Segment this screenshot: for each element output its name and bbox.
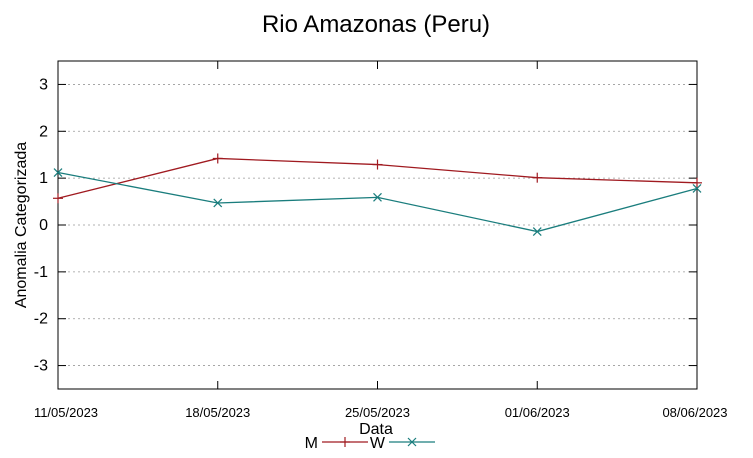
- legend-marker-m: [340, 437, 350, 447]
- series-m-point: [692, 177, 702, 188]
- chart-title: Rio Amazonas (Peru): [262, 11, 490, 38]
- legend-label-m: M: [305, 435, 318, 452]
- x-axis-label: Data: [359, 421, 393, 438]
- x-tick-label: 01/06/2023: [505, 405, 570, 420]
- legend-label-w: W: [370, 435, 386, 452]
- series-group: [53, 153, 702, 236]
- x-tick-label: 18/05/2023: [185, 405, 250, 420]
- y-tick-label: 3: [39, 76, 48, 93]
- legend-marker-w: [407, 437, 417, 447]
- series-m-point: [372, 159, 383, 170]
- y-tick-label: 2: [39, 123, 48, 140]
- y-tick-label: 1: [39, 170, 48, 187]
- series-w-point: [213, 198, 223, 208]
- series-w-point: [692, 184, 702, 193]
- series-m-point: [532, 172, 543, 183]
- x-axis-ticks: 11/05/2023 18/05/2023 25/05/2023 01/06/2023…: [34, 61, 728, 420]
- series-w-point: [532, 227, 542, 236]
- x-tick-label: 08/06/2023: [662, 405, 727, 420]
- y-axis-label: Anomalia Categorizada: [13, 142, 30, 308]
- series-w-point: [373, 192, 382, 202]
- plot-area-border: [57, 60, 698, 390]
- y-axis-ticks: 3 2 1 0 -1 -2 -3: [34, 76, 697, 375]
- grid-lines: [58, 84, 697, 366]
- y-tick-label: 0: [39, 217, 48, 234]
- x-tick-label: 25/05/2023: [345, 405, 410, 420]
- y-tick-label: -1: [34, 264, 48, 281]
- x-tick-label: 11/05/2023: [34, 405, 98, 420]
- series-m-point: [53, 193, 63, 204]
- series-w-point: [53, 168, 63, 177]
- y-tick-label: -2: [34, 311, 48, 328]
- series-w-line: [57, 171, 698, 233]
- series-m-point: [212, 153, 223, 164]
- y-tick-label: -3: [34, 358, 48, 375]
